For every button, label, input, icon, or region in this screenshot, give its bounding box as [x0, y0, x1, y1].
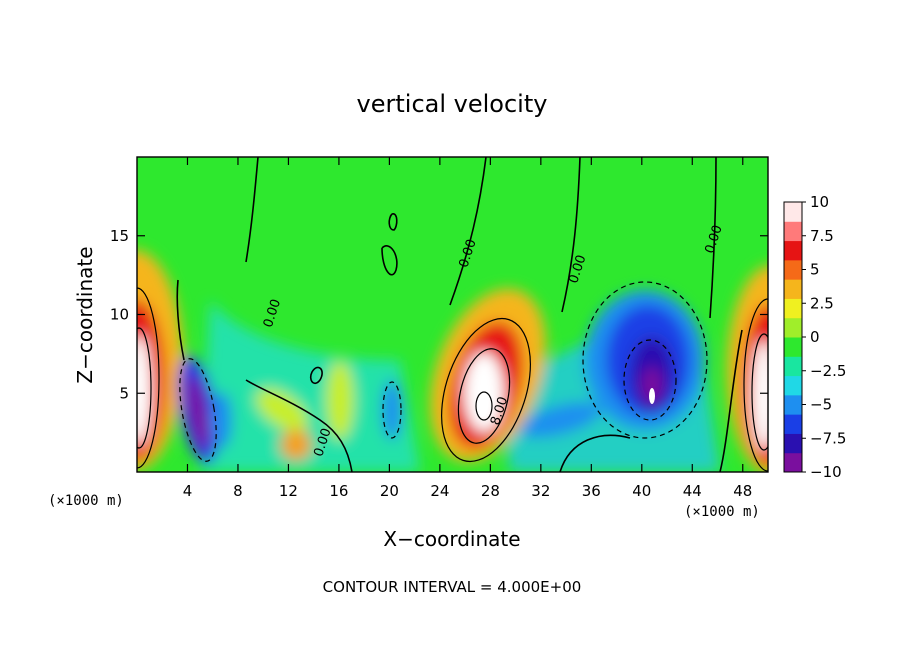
colorbar-swatch — [784, 279, 802, 299]
contour-eight — [137, 327, 152, 449]
field-blobs — [137, 250, 768, 472]
downdraft-right — [642, 367, 662, 403]
downdraft-core — [649, 388, 655, 404]
y-axis-label: Z−coordinate — [73, 246, 97, 383]
downdraft-left — [212, 392, 232, 448]
contour-zero — [449, 157, 487, 306]
contour-interval: CONTOUR INTERVAL = 4.000E+00 — [323, 578, 582, 596]
colorbar-swatch — [784, 337, 802, 357]
x-tick-label: 16 — [329, 482, 348, 500]
downdraft-left — [186, 374, 210, 450]
x-tick-label: 32 — [531, 482, 550, 500]
x-unit-right: (×1000 m) — [684, 504, 760, 520]
x-tick-label: 20 — [380, 482, 399, 500]
contour-zero — [245, 157, 259, 263]
contour-zero — [561, 157, 581, 313]
colorbar: 10 7.5 5 2.5 0 −2.5 −5 −7.5 −10 — [783, 193, 846, 481]
x-tick-label: 40 — [632, 482, 651, 500]
colorbar-tick-label: 2.5 — [810, 294, 834, 312]
updraft-core — [476, 393, 488, 417]
x-tick-label: 36 — [582, 482, 601, 500]
colorbar-tick-label: 5 — [810, 261, 820, 279]
chart-title: vertical velocity — [357, 90, 548, 118]
colorbar-tick-label: 0 — [810, 328, 820, 346]
x-tick-label: 24 — [430, 482, 449, 500]
x-tick-label: 8 — [233, 482, 243, 500]
y-axis-ticks: 5 10 15 — [110, 227, 768, 402]
x-tick-label: 12 — [279, 482, 298, 500]
x-tick-label: 4 — [183, 482, 193, 500]
colorbar-tick-label: −7.5 — [810, 429, 846, 447]
colorbar-swatch — [784, 433, 802, 454]
colorbar-tick-label: −10 — [810, 463, 842, 481]
contour-negative — [179, 281, 708, 462]
colorbar-tick-label: 10 — [810, 193, 829, 211]
contour-eight — [457, 348, 511, 444]
updraft-left — [137, 335, 151, 445]
downdraft-small — [382, 380, 402, 440]
colorbar-swatch — [784, 240, 802, 261]
x-unit-left: (×1000 m) — [48, 493, 124, 509]
updraft-left — [137, 250, 183, 470]
colorbar-swatch — [784, 394, 802, 415]
contour-zero — [388, 213, 398, 231]
updraft-right — [727, 265, 768, 472]
contour-zero — [245, 379, 353, 472]
downdraft-band — [519, 402, 601, 438]
y-tick-label: 5 — [119, 384, 129, 402]
contour-four — [441, 317, 531, 463]
colorbar-swatch — [784, 452, 802, 473]
warm-streak — [255, 388, 309, 432]
contour-zero — [309, 366, 323, 385]
colorbar-swatch — [784, 221, 802, 242]
colorbar-swatch — [784, 356, 802, 377]
colorbar-swatch — [784, 298, 802, 319]
contour-zero — [709, 157, 717, 319]
x-tick-label: 44 — [683, 482, 702, 500]
colorbar-tick-label: −5 — [810, 396, 832, 414]
contour-twelve — [475, 391, 493, 421]
contour-four — [137, 287, 160, 469]
colorbar-swatch — [784, 414, 802, 434]
warm-streak — [280, 429, 312, 461]
contour-zero — [559, 434, 631, 472]
contour-neg-four — [179, 358, 217, 462]
x-axis-label: X−coordinate — [383, 527, 520, 551]
colorbar-swatch — [784, 317, 802, 338]
contour-zero — [176, 279, 185, 361]
contour-neg-four — [382, 381, 402, 439]
x-tick-label: 28 — [481, 482, 500, 500]
cyan-band — [200, 300, 420, 472]
velocity-field — [137, 157, 768, 472]
contour-lines — [176, 157, 743, 472]
x-axis-ticks: 4 8 12 16 20 24 28 32 36 40 44 48 — [183, 157, 752, 500]
contour-zero — [719, 329, 743, 472]
contour-four — [743, 298, 768, 472]
colorbar-tick-label: 7.5 — [810, 227, 834, 245]
y-tick-label: 10 — [110, 306, 129, 324]
warm-streak — [326, 360, 354, 440]
contour-eight — [751, 333, 768, 451]
y-tick-label: 15 — [110, 227, 129, 245]
contour-neg-four — [582, 281, 708, 439]
colorbar-swatch — [784, 375, 802, 396]
contour-zero — [381, 245, 398, 276]
colorbar-swatch — [784, 202, 802, 222]
colorbar-tick-label: −2.5 — [810, 362, 846, 380]
contour-positive — [137, 287, 768, 472]
contour-neg-eight — [623, 339, 677, 421]
colorbar-swatch — [784, 259, 802, 280]
updraft-right — [752, 340, 768, 450]
x-tick-label: 48 — [733, 482, 752, 500]
